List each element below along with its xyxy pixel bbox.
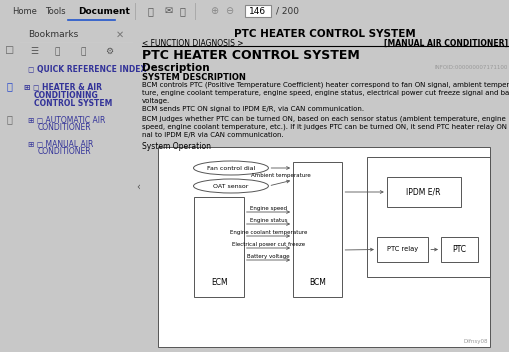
FancyBboxPatch shape	[376, 237, 428, 262]
Text: BCM: BCM	[308, 278, 326, 287]
Text: ✕: ✕	[116, 30, 124, 40]
Text: Home: Home	[12, 6, 37, 15]
Text: speed, engine coolant temperature, etc.). If it judges PTC can be turned ON, it : speed, engine coolant temperature, etc.)…	[142, 124, 509, 130]
Text: ⊞ ◻ MANUAL AIR: ⊞ ◻ MANUAL AIR	[28, 139, 93, 148]
Text: ⊕: ⊕	[210, 6, 218, 16]
Text: ⎙: ⎙	[148, 6, 154, 16]
Text: < FUNCTION DIAGNOSIS >: < FUNCTION DIAGNOSIS >	[142, 39, 243, 48]
Text: ⊞ ◻ HEATER & AIR: ⊞ ◻ HEATER & AIR	[24, 82, 102, 91]
Ellipse shape	[193, 161, 268, 175]
Text: ☰: ☰	[30, 47, 38, 56]
Text: Fan control dial: Fan control dial	[207, 165, 254, 170]
Text: PTC: PTC	[452, 245, 466, 254]
FancyBboxPatch shape	[386, 177, 460, 207]
Text: PTC HEATER CONTROL SYSTEM: PTC HEATER CONTROL SYSTEM	[142, 49, 359, 62]
Text: Engine coolant temperature: Engine coolant temperature	[229, 230, 306, 235]
Text: CONTROL SYSTEM: CONTROL SYSTEM	[34, 99, 112, 108]
Text: Ambient temperature: Ambient temperature	[250, 173, 310, 178]
Text: Engine speed: Engine speed	[249, 206, 287, 211]
Text: SYSTEM DESCRIPTION: SYSTEM DESCRIPTION	[142, 73, 246, 82]
Text: nal to IPDM E/R via CAN communication.: nal to IPDM E/R via CAN communication.	[142, 132, 284, 138]
Text: PTC HEATER CONTROL SYSTEM: PTC HEATER CONTROL SYSTEM	[233, 29, 415, 39]
Text: Document: Document	[78, 6, 130, 15]
Text: ⊞ ◻ AUTOMATIC AIR: ⊞ ◻ AUTOMATIC AIR	[28, 115, 105, 124]
Text: [MANUAL AIR CONDITIONER]: [MANUAL AIR CONDITIONER]	[383, 39, 507, 48]
Text: ⚙: ⚙	[105, 47, 113, 56]
Text: BCM sends PTC ON signal to IPDM E/R, via CAN communication.: BCM sends PTC ON signal to IPDM E/R, via…	[142, 107, 363, 113]
Text: Description: Description	[142, 63, 209, 73]
FancyBboxPatch shape	[440, 237, 477, 262]
Text: voltage.: voltage.	[142, 98, 170, 104]
Ellipse shape	[193, 179, 268, 193]
Text: Bookmarks: Bookmarks	[28, 30, 78, 39]
Text: CONDITIONER: CONDITIONER	[38, 147, 92, 156]
Text: Battery voltage: Battery voltage	[247, 254, 289, 259]
FancyBboxPatch shape	[244, 5, 270, 17]
Text: Tools: Tools	[45, 6, 66, 15]
Text: 🔖: 🔖	[7, 81, 13, 92]
Text: DIfnsy08: DIfnsy08	[463, 339, 487, 344]
Text: ⌕: ⌕	[180, 6, 185, 16]
Text: 146: 146	[249, 6, 266, 15]
Text: System Operation: System Operation	[142, 142, 211, 151]
Text: / 200: / 200	[275, 6, 298, 15]
Text: ⊖: ⊖	[224, 6, 233, 16]
FancyBboxPatch shape	[293, 162, 342, 297]
Text: 🔗: 🔗	[7, 114, 13, 124]
Text: ⎘: ⎘	[80, 47, 85, 56]
Text: ✉: ✉	[164, 6, 172, 16]
Text: ECM: ECM	[210, 278, 227, 287]
FancyBboxPatch shape	[194, 197, 243, 297]
Text: ‹: ‹	[135, 182, 139, 191]
Text: ture, engine coolant temperature, engine speed, engine status, electrical power : ture, engine coolant temperature, engine…	[142, 89, 509, 95]
Text: Engine status: Engine status	[249, 218, 287, 223]
Text: OAT sensor: OAT sensor	[213, 183, 248, 189]
Text: 🗑: 🗑	[55, 47, 60, 56]
Text: INFOID:000000007171100: INFOID:000000007171100	[434, 65, 507, 70]
Text: Electrical power cut freeze: Electrical power cut freeze	[232, 242, 304, 247]
Text: ◻: ◻	[5, 45, 15, 55]
Text: ◻ QUICK REFERENCE INDEX: ◻ QUICK REFERENCE INDEX	[28, 65, 146, 74]
Text: CONDITIONING: CONDITIONING	[34, 91, 98, 100]
Text: IPDM E/R: IPDM E/R	[406, 188, 440, 196]
Text: CONDITIONER: CONDITIONER	[38, 123, 92, 132]
Text: PTC relay: PTC relay	[386, 246, 417, 252]
Text: BCM controls PTC (Positive Temperature Coefficient) heater correspond to fan ON : BCM controls PTC (Positive Temperature C…	[142, 81, 509, 88]
FancyBboxPatch shape	[158, 147, 489, 347]
Text: BCM judges whether PTC can be turned ON, based on each sensor status (ambient te: BCM judges whether PTC can be turned ON,…	[142, 115, 505, 121]
